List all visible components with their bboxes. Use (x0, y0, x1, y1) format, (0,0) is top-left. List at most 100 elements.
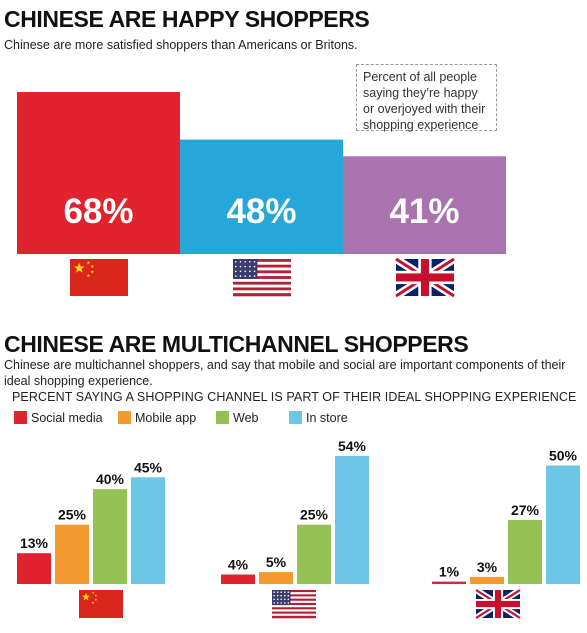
china-flag-icon (79, 590, 123, 618)
flag-star (244, 275, 246, 277)
flag-stripe (233, 267, 291, 271)
bar-uk (343, 156, 506, 254)
flag-star (249, 265, 251, 268)
bar-china-web (93, 489, 127, 584)
bar-label: 1% (439, 564, 460, 580)
flag-star (284, 598, 286, 601)
flag-star (276, 591, 279, 593)
flag-stripe (233, 287, 291, 291)
flag-star (276, 602, 279, 604)
flag-star (273, 591, 275, 593)
legend-item-in-store: In store (289, 409, 348, 427)
flag-star (284, 594, 286, 597)
flag-stripe (272, 600, 316, 604)
flag-star (244, 265, 246, 268)
flag-star (287, 594, 290, 597)
legend-swatch (14, 411, 27, 424)
bar-uk-social-media (432, 581, 466, 584)
flag-stripe (233, 284, 291, 288)
bar-label: 68% (63, 192, 133, 231)
bar-label: 41% (389, 192, 459, 231)
bar-label: 50% (549, 448, 578, 464)
legend-label: Social media (31, 411, 103, 425)
flag-stripe (272, 609, 316, 612)
flag-canton (233, 259, 258, 279)
flag-stripe (233, 264, 291, 268)
bar-uk-mobile-app (470, 576, 504, 584)
flag-stripe (272, 611, 316, 614)
bar-label: 54% (338, 438, 367, 454)
flag-star (287, 602, 290, 604)
flag-star (82, 592, 90, 601)
legend-swatch (289, 411, 302, 424)
chart1-title: CHINESE ARE HAPPY SHOPPERS (4, 6, 370, 32)
flag-star (280, 598, 282, 601)
flag-cross-h-red (476, 600, 520, 608)
flag-star (284, 591, 286, 593)
legend-item-social-media: Social media (14, 409, 103, 427)
us-flag-icon (272, 590, 316, 619)
flag-star (273, 594, 275, 597)
flag-stripe (233, 276, 291, 280)
bar-label: 5% (266, 554, 287, 570)
chart2-axis-label: PERCENT SAYING A SHOPPING CHANNEL IS PAR… (12, 390, 577, 404)
flag-stripe (233, 278, 291, 283)
bar-us-mobile-app (259, 572, 293, 584)
flag-stripe (272, 598, 316, 602)
flag-star (235, 265, 237, 268)
bar-label: 25% (300, 507, 329, 523)
bar-china (17, 92, 180, 254)
flag-star (280, 602, 282, 604)
flag-stripe (272, 592, 316, 595)
bar-label: 27% (511, 502, 540, 518)
flag-stripe (233, 261, 291, 265)
flag-stripe (272, 607, 316, 610)
uk-flag-icon (393, 255, 457, 300)
flag-cross-h-red (396, 273, 454, 282)
legend-label: Mobile app (135, 411, 197, 425)
bar-label: 25% (58, 507, 87, 523)
legend-label: Web (233, 411, 259, 425)
bar-label: 3% (477, 559, 498, 575)
flag-star (94, 594, 98, 597)
flag-star (244, 261, 246, 263)
flag-star (273, 602, 275, 604)
flag-star (235, 270, 237, 273)
flag-star (280, 591, 282, 593)
flag-star (239, 275, 242, 277)
flag-stripe (233, 293, 291, 297)
flag-star (280, 594, 282, 597)
flag-star (253, 265, 256, 268)
bar-label: 45% (134, 459, 163, 475)
flag-stripe (272, 594, 316, 597)
bar-china-social-media (17, 553, 51, 584)
flag-star (91, 601, 95, 604)
flag-star (235, 261, 237, 263)
us-flag-icon (233, 259, 291, 297)
flag-stripe (272, 590, 316, 593)
flag-star (239, 270, 242, 273)
flag-star (276, 598, 279, 601)
chart2-title: CHINESE ARE MULTICHANNEL SHOPPERS (4, 331, 469, 357)
flag-star (287, 598, 290, 601)
flag-stripe (272, 602, 316, 606)
bar-label: 4% (228, 557, 249, 573)
bar-us-web (297, 524, 331, 584)
bar-us (180, 139, 343, 254)
flag-stripe (233, 281, 291, 285)
bar-uk-in-store (546, 465, 580, 584)
flag-star (249, 270, 251, 273)
flag-stripe (272, 615, 316, 619)
flag-stripe (272, 605, 316, 608)
flag-star (86, 273, 91, 278)
flag-stripe (272, 613, 316, 617)
flag-star (74, 262, 85, 273)
flag-star (273, 598, 275, 601)
flag-star (94, 598, 98, 601)
flag-stripe (272, 596, 316, 599)
flag-star (90, 270, 94, 274)
flag-star (239, 261, 242, 263)
flag-star (235, 275, 237, 277)
flag-star (253, 261, 256, 263)
legend-label: In store (306, 411, 348, 425)
